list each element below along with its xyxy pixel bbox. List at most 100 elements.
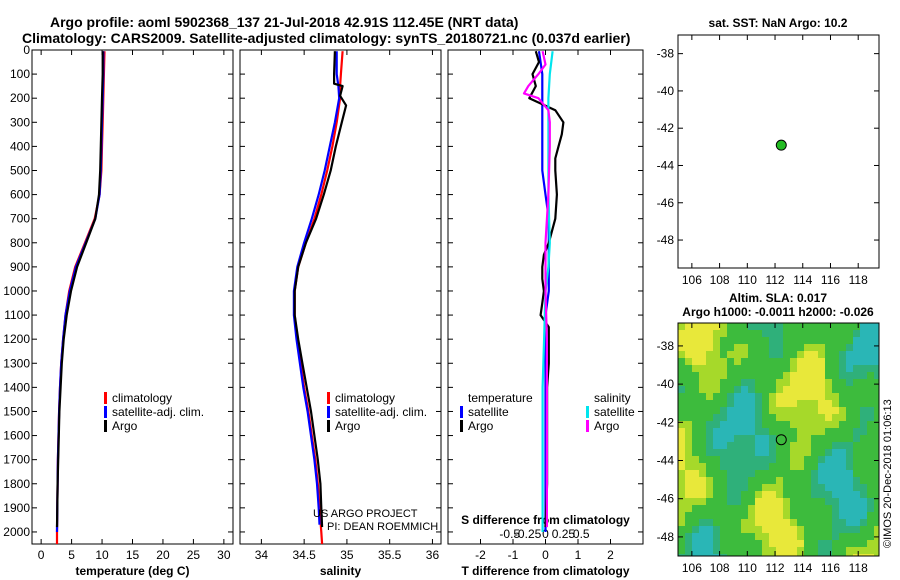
sla-cell — [846, 323, 853, 330]
sla-cell — [853, 414, 860, 421]
sla-cell — [776, 421, 783, 428]
sla-cell — [811, 379, 818, 386]
legend-label: Argo — [335, 419, 361, 433]
sla-cell — [846, 393, 853, 400]
sla-cell — [755, 323, 762, 330]
sla-cell — [860, 323, 867, 330]
sla-cell — [741, 330, 748, 337]
sla-cell — [860, 477, 867, 484]
sla-cell — [783, 400, 790, 407]
sla-cell — [825, 477, 832, 484]
figure-title-line2: Climatology: CARS2009. Satellite-adjuste… — [22, 30, 630, 46]
sla-cell — [685, 442, 692, 449]
sla-cell — [804, 484, 811, 491]
sla-cell — [713, 428, 720, 435]
x-axis-label: salinity — [320, 564, 362, 578]
sla-cell — [860, 421, 867, 428]
sla-cell — [867, 519, 874, 526]
sla-cell — [678, 519, 685, 526]
sla-cell — [713, 533, 720, 540]
s-tick-label: -0.5 — [499, 527, 520, 541]
sla-cell — [741, 456, 748, 463]
sla-cell — [748, 337, 755, 344]
legend-title-temperature: temperature — [468, 391, 533, 405]
x-tick-label: 0 — [38, 548, 45, 562]
sla-cell — [727, 379, 734, 386]
sla-cell — [790, 533, 797, 540]
sla-cell — [853, 407, 860, 414]
sla-cell — [685, 498, 692, 505]
sla-cell — [825, 372, 832, 379]
sla-cell — [860, 400, 867, 407]
sla-cell — [776, 470, 783, 477]
map-y-tick-label: -46 — [657, 492, 675, 506]
sla-cell — [867, 379, 874, 386]
sla-cell — [755, 442, 762, 449]
sla-cell — [678, 407, 685, 414]
sla-cell — [741, 337, 748, 344]
sla-cell — [692, 365, 699, 372]
series-line-s-argo — [522, 50, 551, 528]
legend-swatch-argo — [104, 420, 107, 432]
sla-cell — [839, 442, 846, 449]
sla-cell — [818, 344, 825, 351]
sla-cell — [818, 400, 825, 407]
sla-cell — [818, 337, 825, 344]
map-x-tick-label: 112 — [765, 561, 784, 575]
sla-cell — [832, 470, 839, 477]
sla-cell — [846, 484, 853, 491]
sla-cell — [825, 463, 832, 470]
sla-cell — [748, 449, 755, 456]
sla-cell — [769, 442, 776, 449]
sla-cell — [769, 372, 776, 379]
sla-cell — [846, 344, 853, 351]
sla-cell — [755, 393, 762, 400]
sla-cell — [818, 379, 825, 386]
sla-cell — [727, 505, 734, 512]
legend-label: satellite — [594, 405, 635, 419]
sla-cell — [804, 526, 811, 533]
sla-cell — [727, 533, 734, 540]
sla-cell — [713, 365, 720, 372]
sla-cell — [755, 540, 762, 547]
sla-cell — [685, 372, 692, 379]
sla-cell — [825, 435, 832, 442]
sla-cell — [692, 442, 699, 449]
sla-cell — [797, 554, 804, 556]
sla-cell — [874, 491, 879, 498]
sla-cell — [713, 505, 720, 512]
sla-cell — [727, 428, 734, 435]
sla-cell — [678, 456, 685, 463]
sla-cell — [825, 533, 832, 540]
sla-cell — [867, 470, 874, 477]
sla-cell — [832, 379, 839, 386]
sla-cell — [853, 386, 860, 393]
sla-cell — [867, 491, 874, 498]
sla-cell — [699, 428, 706, 435]
sla-cell — [692, 372, 699, 379]
sla-cell — [727, 442, 734, 449]
sla-cell — [734, 547, 741, 554]
sla-cell — [762, 428, 769, 435]
sla-cell — [762, 470, 769, 477]
sla-cell — [741, 323, 748, 330]
sla-cell — [748, 414, 755, 421]
sla-cell — [783, 498, 790, 505]
sla-cell — [706, 505, 713, 512]
sla-cell — [811, 421, 818, 428]
sla-cell — [846, 372, 853, 379]
sla-cell — [797, 379, 804, 386]
sla-cell — [706, 358, 713, 365]
sla-cell — [790, 505, 797, 512]
sla-cell — [825, 456, 832, 463]
sla-cell — [818, 512, 825, 519]
sla-cell — [762, 435, 769, 442]
sla-cell — [678, 351, 685, 358]
sla-cell — [797, 372, 804, 379]
sla-cell — [727, 323, 734, 330]
sla-cell — [783, 428, 790, 435]
sla-cell — [699, 533, 706, 540]
sla-cell — [804, 519, 811, 526]
sla-cell — [818, 442, 825, 449]
sla-cell — [804, 491, 811, 498]
